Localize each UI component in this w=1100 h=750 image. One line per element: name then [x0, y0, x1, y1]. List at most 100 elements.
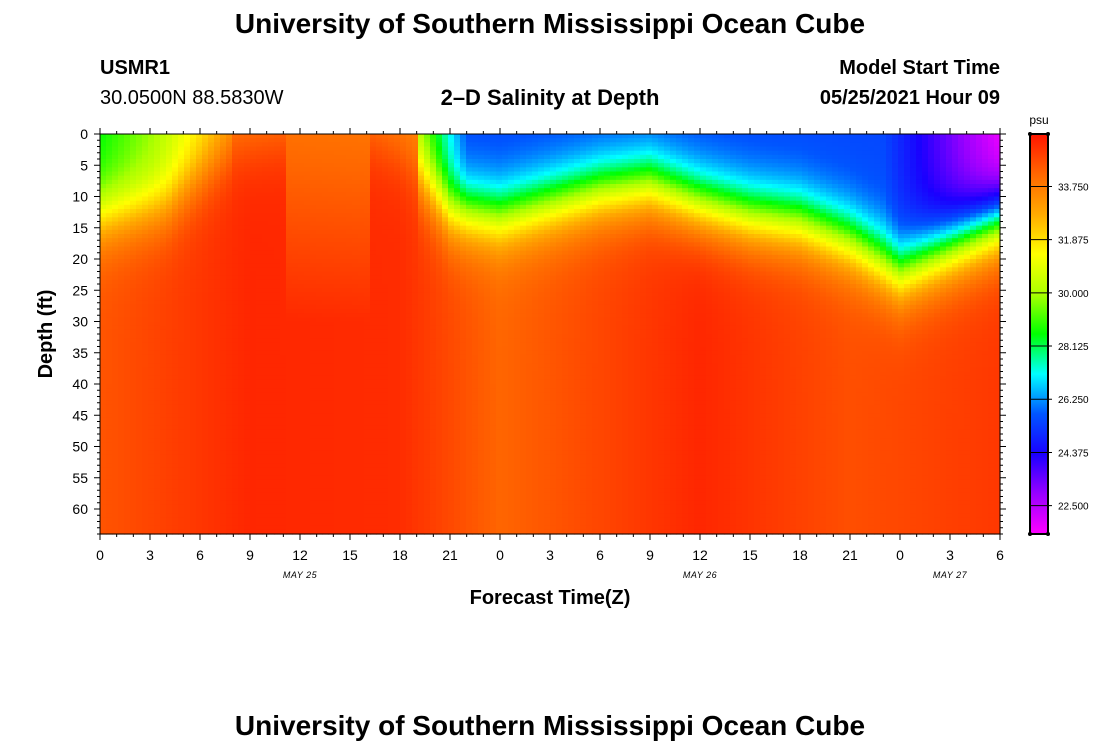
heatmap-cell: [184, 263, 191, 268]
heatmap-cell: [166, 484, 173, 489]
heatmap-cell: [118, 388, 125, 393]
heatmap-cell: [244, 225, 251, 231]
heatmap-cell: [190, 338, 197, 343]
heatmap-cell: [160, 304, 167, 310]
heatmap-cell: [358, 367, 365, 373]
heatmap-cell: [226, 446, 233, 452]
heatmap-cell: [376, 375, 383, 381]
heatmap-cell: [142, 188, 149, 193]
heatmap-cell: [106, 138, 113, 143]
heatmap-cell: [196, 279, 203, 285]
heatmap-cell: [214, 284, 221, 289]
heatmap-cell: [154, 488, 161, 493]
heatmap-cell: [124, 413, 131, 418]
heatmap-cell: [316, 513, 323, 518]
heatmap-cell: [364, 217, 371, 223]
heatmap-cell: [310, 409, 317, 414]
heatmap-cell: [406, 475, 413, 481]
heatmap-cell: [334, 309, 341, 314]
heatmap-cell: [406, 221, 413, 227]
heatmap-cell: [292, 271, 299, 277]
heatmap-cell: [220, 425, 227, 431]
heatmap-cell: [244, 471, 251, 477]
heatmap-cell: [268, 250, 275, 256]
heatmap-cell: [298, 146, 305, 152]
heatmap-cell: [370, 371, 377, 377]
heatmap-cell: [208, 188, 215, 193]
heatmap-cell: [376, 213, 383, 218]
heatmap-cell: [322, 225, 329, 231]
heatmap-cell: [346, 500, 353, 506]
heatmap-cell: [262, 421, 269, 427]
heatmap-cell: [406, 521, 413, 527]
heatmap-cell: [358, 475, 365, 481]
heatmap-cell: [400, 271, 407, 277]
heatmap-cell: [130, 138, 137, 143]
heatmap-cell: [154, 246, 161, 252]
heatmap-cell: [166, 434, 173, 439]
heatmap-cell: [118, 475, 125, 481]
heatmap-cell: [280, 434, 287, 439]
heatmap-cell: [142, 288, 149, 293]
heatmap-cell: [286, 350, 293, 356]
heatmap-cell: [214, 209, 221, 214]
heatmap-cell: [316, 238, 323, 243]
heatmap-cell: [400, 334, 407, 339]
heatmap-cell: [364, 425, 371, 431]
heatmap-cell: [100, 384, 107, 389]
heatmap-cell: [100, 334, 107, 339]
heatmap-cell: [208, 392, 215, 398]
heatmap-cell: [304, 325, 311, 331]
heatmap-cell: [178, 359, 185, 364]
heatmap-cell: [352, 288, 359, 293]
heatmap-cell: [274, 175, 281, 181]
heatmap-cell: [376, 421, 383, 427]
heatmap-cell: [166, 342, 173, 348]
heatmap-cell: [340, 500, 347, 506]
heatmap-cell: [280, 359, 287, 364]
heatmap-cell: [286, 217, 293, 223]
heatmap-cell: [346, 496, 353, 502]
heatmap-cell: [274, 421, 281, 427]
heatmap-cell: [160, 509, 167, 514]
heatmap-cell: [406, 204, 413, 210]
heatmap-cell: [196, 338, 203, 343]
heatmap-cell: [328, 167, 335, 173]
heatmap-cell: [220, 475, 227, 481]
heatmap-cell: [202, 354, 209, 360]
heatmap-cell: [262, 242, 269, 248]
heatmap-cell: [100, 396, 107, 402]
heatmap-cell: [304, 271, 311, 277]
heatmap-cell: [160, 229, 167, 235]
heatmap-cell: [232, 371, 239, 377]
heatmap-cell: [118, 238, 125, 243]
heatmap-cell: [148, 246, 155, 252]
heatmap-cell: [262, 529, 269, 535]
heatmap-cell: [334, 367, 341, 373]
heatmap-cell: [190, 342, 197, 348]
heatmap-cell: [388, 204, 395, 210]
heatmap-cell: [202, 350, 209, 356]
heatmap-cell: [280, 492, 287, 498]
heatmap-cell: [274, 150, 281, 156]
heatmap-cell: [274, 250, 281, 256]
heatmap-cell: [286, 429, 293, 435]
heatmap-cell: [130, 396, 137, 402]
heatmap-cell: [226, 346, 233, 352]
heatmap-cell: [214, 254, 221, 260]
heatmap-cell: [352, 250, 359, 256]
heatmap-cell: [268, 225, 275, 231]
heatmap-cell: [376, 242, 383, 248]
heatmap-cell: [178, 392, 185, 398]
heatmap-cell: [208, 209, 215, 214]
heatmap-cell: [100, 367, 107, 373]
heatmap-cell: [214, 229, 221, 235]
heatmap-cell: [106, 454, 113, 460]
heatmap-cell: [274, 242, 281, 248]
heatmap-cell: [124, 517, 131, 523]
heatmap-cell: [406, 479, 413, 485]
heatmap-cell: [310, 296, 317, 302]
heatmap-cell: [352, 525, 359, 531]
heatmap-cell: [346, 450, 353, 456]
heatmap-cell: [274, 246, 281, 252]
